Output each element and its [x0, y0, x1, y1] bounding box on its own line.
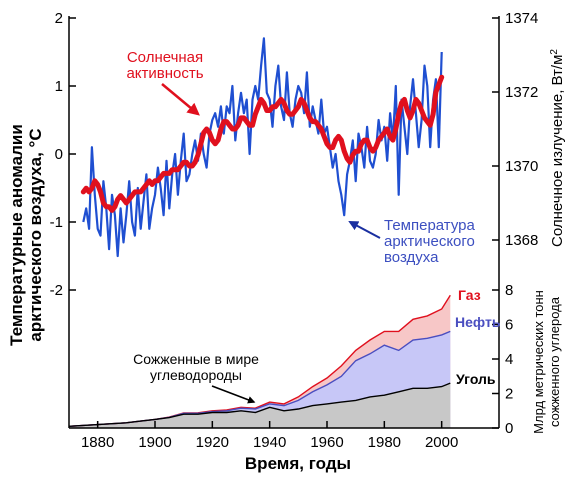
- right-top-axis-title-text: Солнечное излучение, Вт/м2: [549, 49, 567, 247]
- x-axis-title: Время, годы: [245, 454, 351, 473]
- fuel-label-line-1: Сожженные в мире: [133, 351, 259, 367]
- right-bottom-tick-label: 8: [505, 282, 513, 299]
- gas-label: Газ: [458, 287, 481, 303]
- carbon-area-layer: [68, 294, 451, 428]
- temp-label-line-1: Температура: [384, 217, 476, 234]
- unit-superscript: 2: [549, 49, 560, 55]
- left-axis-title-line-2: арктического воздуха, °C: [26, 128, 45, 341]
- left-tick-label: 2: [55, 10, 63, 27]
- solar-annotation: Солнечная активность: [126, 49, 204, 116]
- left-axis-title: Температурные аномалии арктического возд…: [7, 124, 45, 346]
- right-top-tick-label: 1370: [505, 158, 538, 175]
- right-top-axis-title: Солнечное излучение, Вт/м2: [549, 49, 567, 247]
- series-layer: [80, 37, 445, 258]
- solar-label-line-2: активность: [126, 65, 203, 82]
- solar-line: [80, 74, 445, 213]
- right-bottom-tick-label: 2: [505, 386, 513, 403]
- left-tick-label: 1: [55, 78, 63, 95]
- temp-label-line-3: воздуха: [384, 249, 439, 266]
- left-tick-label: -2: [50, 282, 63, 299]
- temperature-annotation: Температура арктического воздуха: [348, 217, 476, 266]
- right-bottom-axis-title-line-2: сожженного углерода: [547, 296, 562, 427]
- x-tick-label: 1960: [310, 434, 343, 451]
- temp-label-line-2: арктического: [384, 233, 475, 250]
- ticks-layer: 1880 1900 1920 1940 1960 1980 2000 -2 -1 0 1 2 1368 1…: [50, 10, 539, 451]
- right-bottom-tick-label: 6: [505, 317, 513, 334]
- right-bottom-axis-title-line-1: Млрд метрических тонн: [531, 290, 546, 434]
- x-tick-label: 1920: [196, 434, 229, 451]
- right-top-tick-label: 1374: [505, 10, 538, 27]
- coal-area: [69, 383, 451, 428]
- temperature-arrow: [348, 221, 381, 239]
- right-bottom-tick-label: 4: [505, 351, 513, 368]
- fuel-label-line-2: углеводороды: [150, 367, 242, 383]
- x-tick-label: 1880: [81, 434, 114, 451]
- x-tick-label: 1980: [368, 434, 401, 451]
- left-axis-title-line-1: Температурные аномалии: [7, 124, 26, 346]
- right-top-tick-label: 1372: [505, 84, 538, 101]
- right-top-tick-label: 1368: [505, 232, 538, 249]
- coal-line: [68, 382, 451, 427]
- solar-label-line-1: Солнечная: [127, 49, 203, 66]
- left-tick-label: -1: [50, 214, 63, 231]
- fuel-arrow: [211, 385, 256, 404]
- left-tick-label: 0: [55, 146, 63, 163]
- coal-label: Уголь: [456, 371, 496, 387]
- oil-label: Нефть: [455, 314, 501, 330]
- x-tick-label: 1940: [253, 434, 286, 451]
- x-tick-label: 2000: [425, 434, 458, 451]
- right-bottom-axis-title: Млрд метрических тонн сожженного углерод…: [531, 290, 562, 434]
- right-bottom-tick-label: 0: [505, 420, 513, 437]
- x-tick-label: 1900: [138, 434, 171, 451]
- fuel-annotation: Сожженные в мире углеводороды: [133, 351, 259, 404]
- solar-arrow: [161, 83, 200, 116]
